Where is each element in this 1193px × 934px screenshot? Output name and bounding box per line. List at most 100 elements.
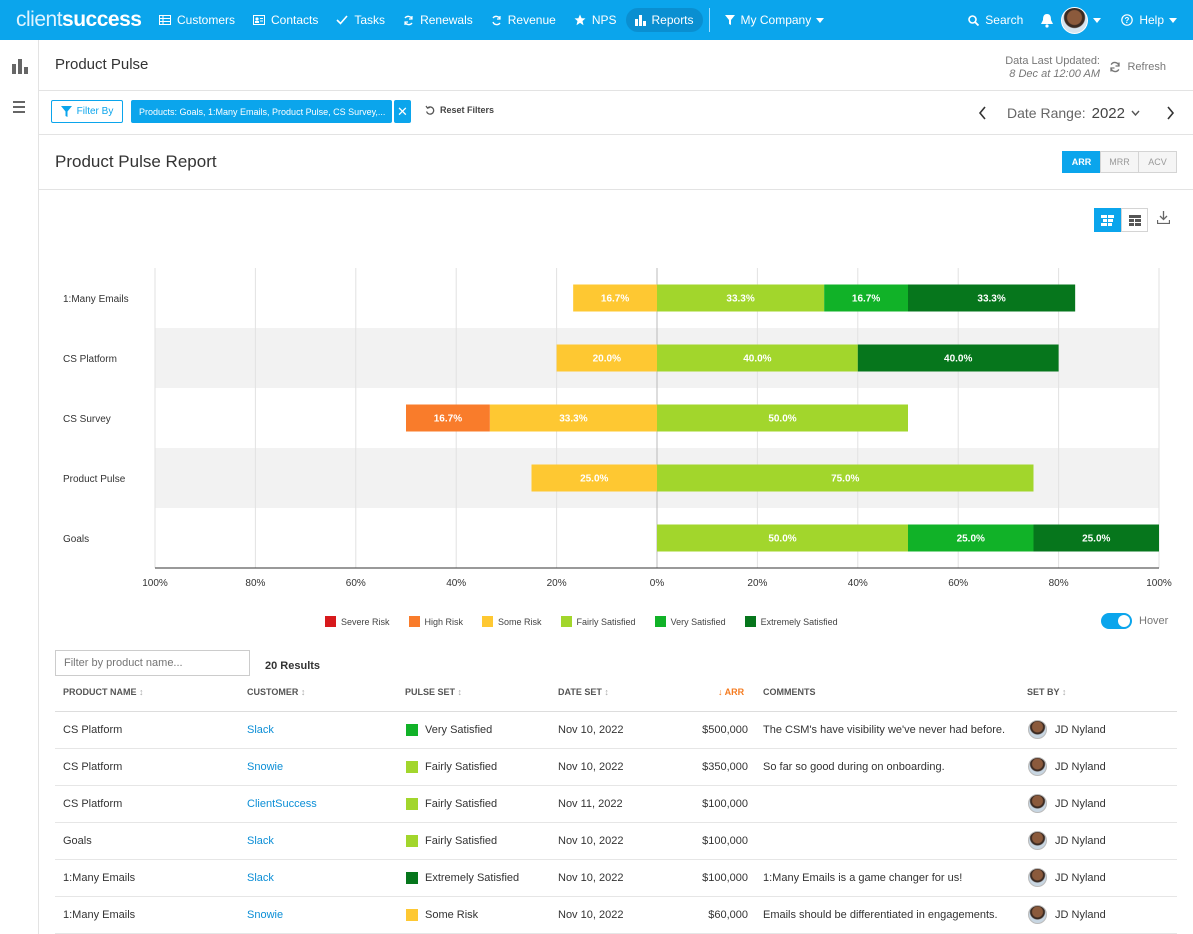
report-title: Product Pulse Report <box>55 152 217 171</box>
product-name: CS Platform <box>63 798 123 810</box>
chevron-down-icon <box>1169 17 1177 23</box>
help-dropdown[interactable]: ? Help <box>1112 8 1193 32</box>
hover-label: Hover <box>1139 615 1169 627</box>
reports-sidebar-icon[interactable] <box>11 57 29 75</box>
arr-value: $100,000 <box>702 872 748 884</box>
refresh-button[interactable]: Refresh <box>1109 61 1166 73</box>
date-range-year[interactable]: 2022 <box>1091 104 1125 122</box>
avatar <box>1028 905 1047 924</box>
renew-icon <box>404 15 413 25</box>
product-name: 1:Many Emails <box>63 872 136 884</box>
search-button[interactable]: Search <box>959 8 1032 32</box>
nav-reports[interactable]: Reports <box>625 8 703 32</box>
x-tick-label: 100% <box>142 578 168 589</box>
chevron-right-icon[interactable] <box>1166 106 1175 120</box>
chevron-down-icon[interactable] <box>1093 17 1102 23</box>
arr-value: $350,000 <box>702 761 748 773</box>
metric-acv[interactable]: ACV <box>1138 151 1177 173</box>
svg-text:?: ? <box>1125 16 1130 25</box>
nav-revenue[interactable]: Revenue <box>482 8 565 32</box>
legend-label: Extremely Satisfied <box>760 616 838 627</box>
comment: 1:Many Emails is a game changer for us! <box>763 872 963 884</box>
col-date-set[interactable]: DATE SET ↕ <box>558 687 609 697</box>
data-label: 33.3% <box>726 294 754 305</box>
hover-toggle[interactable]: Hover <box>1101 613 1168 629</box>
help-icon: ? <box>1121 14 1134 26</box>
customer-link[interactable]: ClientSuccess <box>247 798 317 810</box>
customer-link[interactable]: Slack <box>247 872 274 884</box>
table-row[interactable]: CS Platform Snowie Fairly Satisfied Nov 10,… <box>55 749 1177 786</box>
legend-swatch <box>325 616 336 627</box>
avatar <box>1028 720 1047 739</box>
nav-renewals[interactable]: Renewals <box>394 8 482 32</box>
sort-icon: ↕ <box>604 687 609 697</box>
nav-nps[interactable]: NPS <box>565 8 626 32</box>
col-pulse-set[interactable]: PULSE SET ↕ <box>405 687 463 697</box>
refresh-icon <box>1110 61 1121 73</box>
bar-segment <box>657 344 858 372</box>
customer-link[interactable]: Slack <box>247 835 274 847</box>
chevron-left-icon[interactable] <box>978 106 987 120</box>
customer-link[interactable]: Slack <box>247 724 274 736</box>
legend-item-very-satisfied: Very Satisfied <box>654 616 726 627</box>
product-search-input[interactable] <box>55 650 250 676</box>
table-row[interactable]: CS Platform ClientSuccess Fairly Satisfied… <box>55 786 1177 823</box>
data-label: 75.0% <box>831 474 859 485</box>
report-header: Product Pulse Report ARR MRR ACV <box>39 135 1193 190</box>
arr-value: $100,000 <box>702 798 748 810</box>
company-dropdown[interactable]: My Company <box>716 8 834 32</box>
col-product-name[interactable]: PRODUCT NAME ↕ <box>63 687 144 697</box>
set-by-name: JD Nyland <box>1055 798 1106 810</box>
logo[interactable]: clientsuccess <box>16 8 142 31</box>
comment: Emails should be differentiated in engag… <box>763 909 998 921</box>
legend-label: Very Satisfied <box>670 616 726 627</box>
comment: The CSM's have visibility we've never ha… <box>763 724 1006 736</box>
x-tick-label: 20% <box>747 578 767 589</box>
table-view-button[interactable] <box>1121 208 1148 232</box>
chart-legend: Severe Risk High Risk Some Risk Fairly S… <box>325 616 857 627</box>
hover-switch[interactable] <box>1101 613 1132 629</box>
category-label: 1:Many Emails <box>63 294 129 305</box>
table-row[interactable]: 1:Many Emails Snowie Some Risk Nov 10, 2022… <box>55 897 1177 934</box>
bell-icon[interactable] <box>1040 13 1054 28</box>
stacked-bars-icon <box>1101 214 1114 226</box>
set-by-name: JD Nyland <box>1055 724 1106 736</box>
nav-contacts[interactable]: Contacts <box>244 8 327 32</box>
nav-label: Contacts <box>271 13 319 27</box>
pulse-swatch <box>406 724 418 736</box>
sidebar <box>0 40 39 934</box>
table-row[interactable]: CS Platform Slack Very Satisfied Nov 10, 20… <box>55 712 1177 749</box>
table-row[interactable]: Goals Slack Fairly Satisfied Nov 10, 2022 $1… <box>55 823 1177 860</box>
table-row[interactable]: 1:Many Emails Slack Extremely Satisfied Nov… <box>55 860 1177 897</box>
col-set-by[interactable]: SET BY ↕ <box>1027 687 1067 697</box>
bar-segment <box>556 344 657 372</box>
metric-mrr[interactable]: MRR <box>1100 151 1139 173</box>
avatar <box>1028 794 1047 813</box>
remove-filter-button[interactable]: ✕ <box>394 100 411 123</box>
col-arr[interactable]: ↓ ARR <box>718 687 745 697</box>
nav-tasks[interactable]: Tasks <box>327 8 394 32</box>
menu-icon[interactable] <box>11 98 29 116</box>
last-updated: Data Last Updated: 8 Dec at 12:00 AM <box>1005 55 1100 81</box>
product-filter-chip[interactable]: Products: Goals, 1:Many Emails, Product … <box>131 100 392 123</box>
nav-label: Reports <box>651 13 694 27</box>
legend-label: High Risk <box>424 616 464 627</box>
customer-link[interactable]: Snowie <box>247 909 284 921</box>
metric-arr[interactable]: ARR <box>1062 151 1101 173</box>
main-content: Product Pulse Data Last Updated: 8 Dec a… <box>39 40 1193 934</box>
search-label: Search <box>985 13 1024 27</box>
chart-view-button[interactable] <box>1094 208 1121 232</box>
category-label: CS Platform <box>63 354 117 365</box>
reset-label: Reset Filters <box>440 105 495 115</box>
col-customer[interactable]: CUSTOMER ↕ <box>247 687 306 697</box>
reset-filters-button[interactable]: Reset Filters <box>425 105 494 115</box>
table-icon <box>159 15 171 25</box>
chevron-down-icon[interactable] <box>1131 110 1140 116</box>
customer-link[interactable]: Snowie <box>247 761 284 773</box>
star-icon <box>574 14 586 26</box>
legend-label: Fairly Satisfied <box>576 616 636 627</box>
nav-customers[interactable]: Customers <box>150 8 244 32</box>
download-icon[interactable] <box>1157 211 1170 224</box>
filter-by-button[interactable]: Filter By <box>51 100 123 123</box>
user-avatar[interactable] <box>1061 6 1089 34</box>
